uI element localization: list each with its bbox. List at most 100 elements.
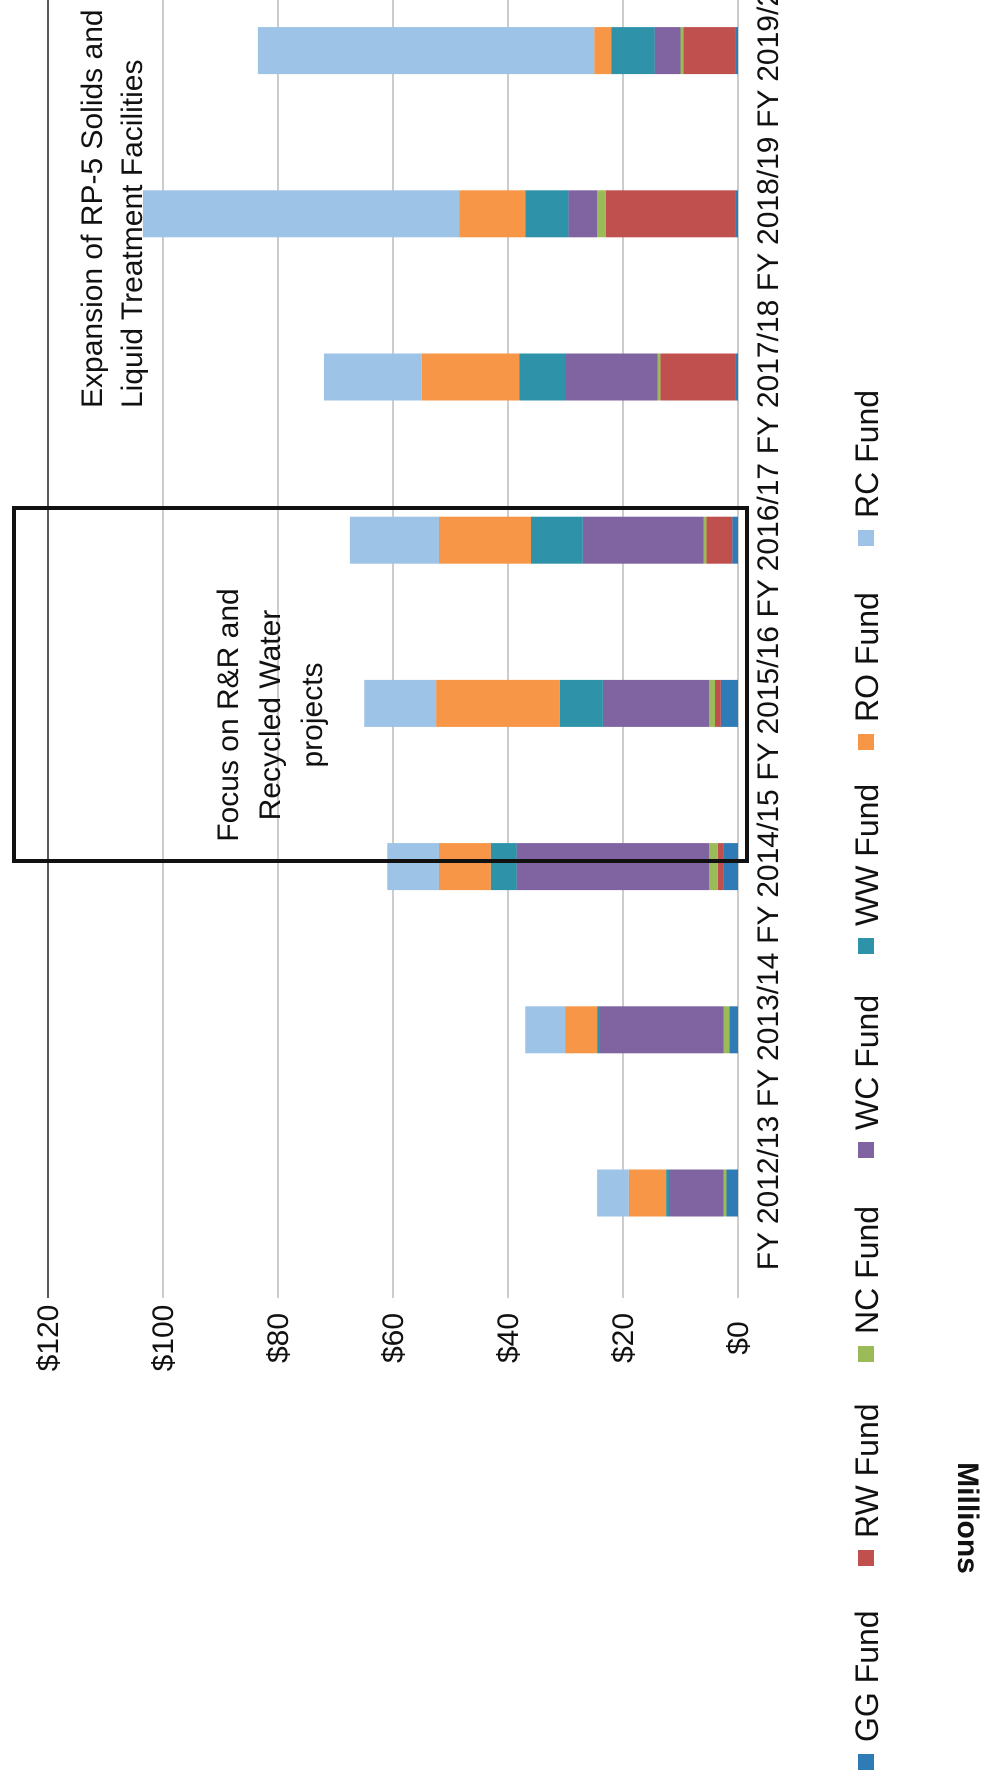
category-label: FY 2013/14 — [752, 953, 785, 1108]
bar-segment — [436, 679, 560, 727]
legend-label: WW Fund — [849, 784, 885, 926]
bar-segment — [600, 1006, 724, 1054]
y-tick-label: $60 — [377, 1313, 410, 1363]
bar-segment — [611, 27, 655, 75]
bar-stack — [349, 516, 738, 564]
legend: GG Fund RW Fund NC Fund WC Fund WW Fund RO Fu… — [849, 390, 885, 1770]
bar-segment — [349, 516, 439, 564]
bar-segment — [324, 353, 422, 401]
annotation-text: projects — [296, 662, 329, 767]
category-labels: FY 2012/13 FY 2013/14 FY 2014/15 FY 2015/16… — [752, 0, 785, 1270]
bar-segment — [516, 843, 710, 891]
bar-segment — [605, 190, 736, 238]
y-tick-label: $40 — [492, 1313, 525, 1363]
category-label: FY 2012/13 — [752, 1116, 785, 1271]
legend-label: GG Fund — [849, 1610, 885, 1742]
category-label: FY 2014/15 — [752, 789, 785, 944]
y-axis-tick-labels: $0 $20 $40 $60 $80 $100 $120 — [32, 1305, 755, 1372]
bar-segment — [519, 353, 566, 401]
bar-segment — [666, 1169, 669, 1217]
bar-segment — [525, 1006, 566, 1054]
bar-stack — [387, 843, 738, 891]
y-axis-title: Millions — [951, 1462, 981, 1574]
bar-segment — [709, 679, 715, 727]
bar-segment — [703, 516, 707, 564]
bar-segment — [683, 27, 736, 75]
legend-label: NC Fund — [849, 1206, 885, 1334]
category-label: FY 2019/20 — [752, 0, 785, 128]
bar-segment — [709, 843, 718, 891]
bar-segment — [439, 843, 491, 891]
annotation-focus: Focus on R&R and Recycled Water projects — [212, 588, 329, 841]
bar-segment — [525, 190, 569, 238]
bar-stack — [364, 679, 738, 727]
legend-swatch — [858, 1142, 874, 1158]
bar-segment — [735, 190, 738, 238]
legend-swatch — [858, 1754, 874, 1770]
bar-segment — [421, 353, 520, 401]
bar-stack — [324, 353, 738, 401]
bar-segment — [364, 679, 437, 727]
legend-swatch — [858, 1550, 874, 1566]
y-tick-label: $20 — [607, 1313, 640, 1363]
bar-segment — [531, 516, 583, 564]
y-tick-label: $120 — [32, 1305, 65, 1372]
bar-segment — [735, 353, 738, 401]
bar-segment — [597, 1006, 600, 1054]
bar-segment — [597, 1169, 629, 1217]
bar-segment — [720, 679, 738, 727]
bar-stack — [142, 190, 738, 238]
bar-segment — [565, 353, 658, 401]
bar-segment — [717, 843, 724, 891]
bar-segment — [723, 843, 738, 891]
bar-segment — [582, 516, 704, 564]
annotations: Focus on R&R and Recycled Water projects Ex… — [12, 9, 749, 863]
bar-segment — [660, 353, 736, 401]
category-label: FY 2017/18 — [752, 300, 785, 455]
legend-label: RO Fund — [849, 592, 885, 722]
bar-segment — [559, 679, 603, 727]
bar-stack — [257, 27, 738, 75]
legend-item: WC Fund — [849, 995, 885, 1158]
category-label: FY 2016/17 — [752, 463, 785, 618]
y-tick-label: $80 — [262, 1313, 295, 1363]
bar-segment — [729, 1006, 738, 1054]
legend-swatch — [858, 938, 874, 954]
bar-segment — [490, 843, 517, 891]
legend-item: RO Fund — [849, 592, 885, 750]
bar-segment — [706, 516, 733, 564]
category-label: FY 2015/16 — [752, 626, 785, 781]
legend-label: WC Fund — [849, 995, 885, 1130]
annotation-expansion: Expansion of RP-5 Solids and Liquid Treat… — [76, 9, 149, 408]
bar-segment — [680, 27, 684, 75]
bar-segment — [723, 1169, 727, 1217]
bar-segment — [723, 1006, 730, 1054]
bar-segment — [654, 27, 681, 75]
annotation-text: Liquid Treatment Facilities — [116, 60, 149, 409]
bar-segment — [726, 1169, 738, 1217]
bar-segment — [459, 190, 526, 238]
bar-segment — [732, 516, 738, 564]
legend-label: RW Fund — [849, 1403, 885, 1538]
bar-segment — [142, 190, 460, 238]
legend-item: GG Fund — [849, 1610, 885, 1770]
bar-segment — [597, 190, 606, 238]
legend-swatch — [858, 1346, 874, 1362]
bar-segment — [565, 1006, 598, 1054]
bar-segment — [594, 27, 612, 75]
bar-stacks — [142, 27, 738, 1217]
category-label: FY 2018/19 — [752, 137, 785, 292]
bar-segment — [657, 353, 661, 401]
y-tick-label: $0 — [722, 1321, 755, 1354]
annotation-text: Recycled Water — [254, 610, 287, 821]
legend-swatch — [858, 530, 874, 546]
y-tick-label: $100 — [147, 1305, 180, 1372]
bar-stack — [597, 1169, 738, 1217]
y-axis-label: Millions — [951, 1462, 981, 1574]
legend-label: RC Fund — [849, 390, 885, 518]
bar-stack — [525, 1006, 738, 1054]
bar-segment — [439, 516, 531, 564]
bar-segment — [628, 1169, 667, 1217]
bar-segment — [735, 27, 738, 75]
